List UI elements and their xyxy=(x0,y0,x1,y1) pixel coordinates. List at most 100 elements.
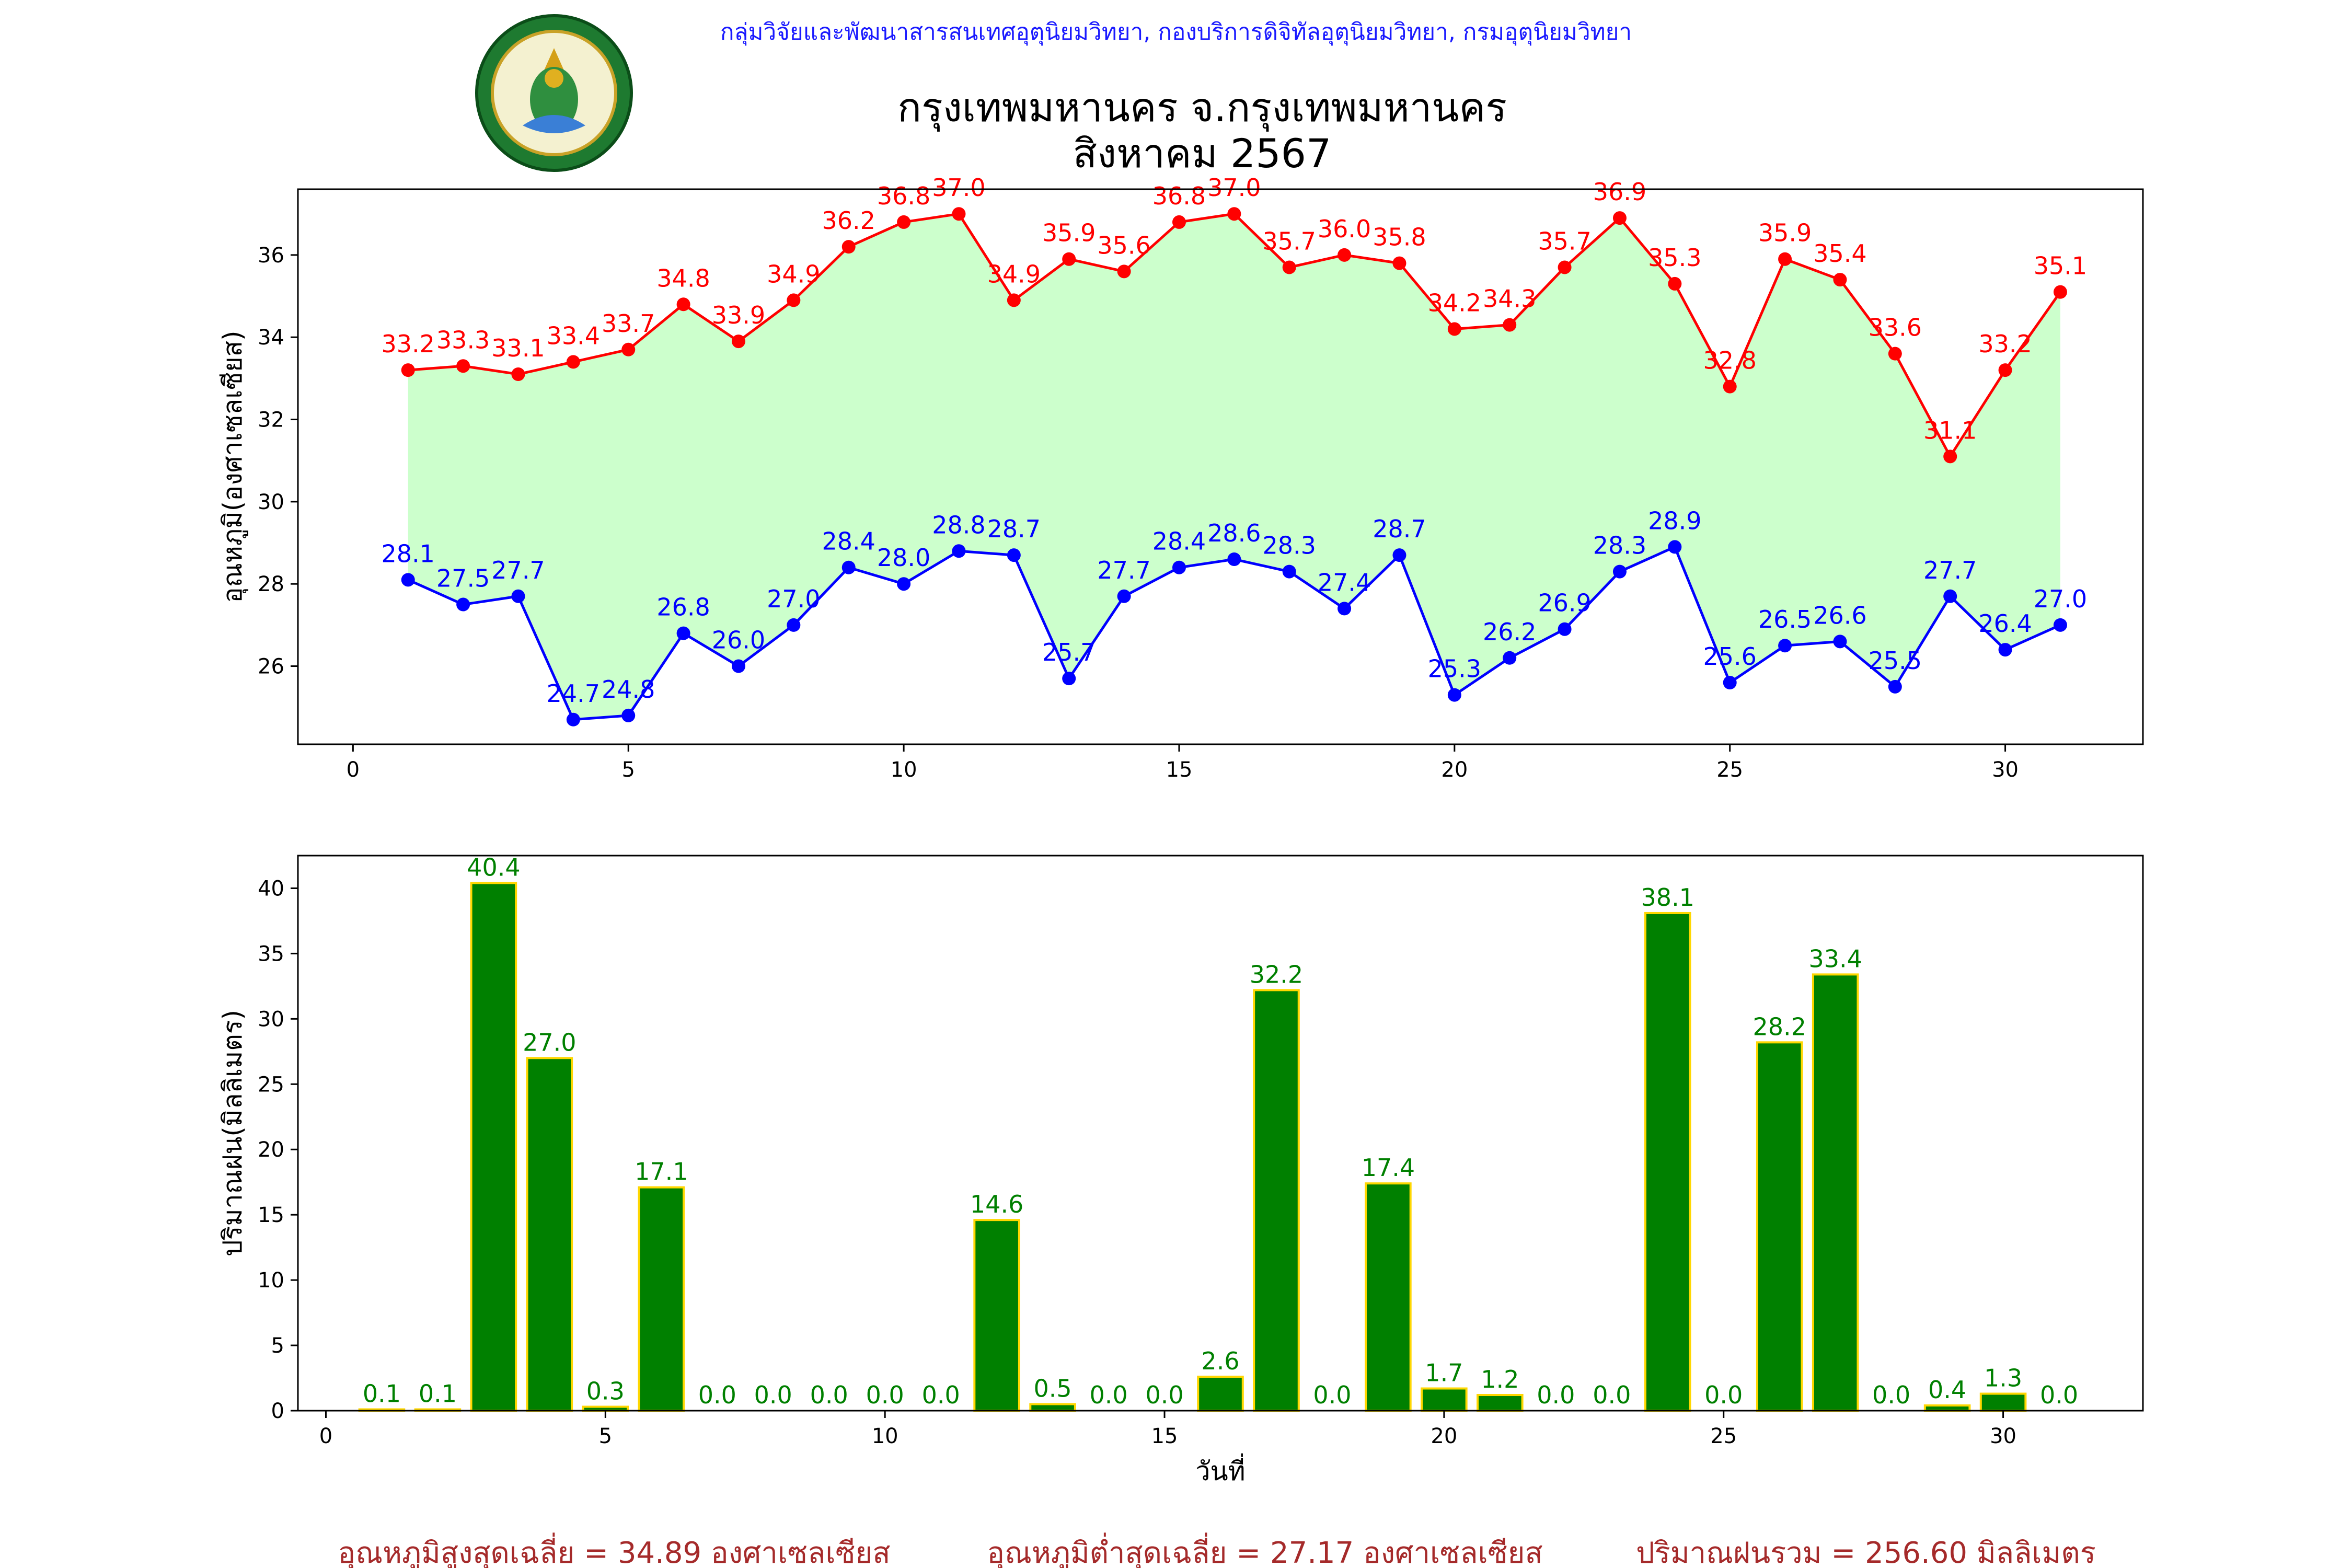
min-temp-label: 26.6 xyxy=(1813,601,1866,629)
rain-bar xyxy=(1421,1387,1468,1412)
min-temp-label: 26.2 xyxy=(1483,618,1536,646)
rain-label: 0.0 xyxy=(1593,1381,1631,1409)
rain-label: 0.0 xyxy=(1145,1381,1183,1409)
rain-label: 0.0 xyxy=(698,1381,736,1409)
max-temp-label: 34.2 xyxy=(1428,289,1481,317)
temperature-fill-area xyxy=(408,214,2060,720)
max-temp-label: 33.6 xyxy=(1869,314,1922,342)
max-temp-label: 35.1 xyxy=(2034,252,2087,280)
y-tick-label: 34 xyxy=(258,326,284,350)
x-tick-label: 10 xyxy=(891,758,917,782)
max-temp-point xyxy=(456,359,470,373)
rain-label: 1.7 xyxy=(1425,1359,1463,1387)
rain-bar xyxy=(1197,1376,1244,1412)
min-temp-label: 28.4 xyxy=(822,527,875,556)
min-temp-point xyxy=(511,589,525,603)
min-temp-point xyxy=(1117,589,1131,603)
max-temp-label: 35.3 xyxy=(1648,244,1701,272)
min-temp-point xyxy=(401,573,415,587)
max-temp-point xyxy=(1558,260,1572,274)
max-temp-label: 35.7 xyxy=(1538,227,1591,255)
x-tick-label: 20 xyxy=(1441,758,1468,782)
x-tick-label: 25 xyxy=(1716,758,1743,782)
rain-label: 0.0 xyxy=(1313,1381,1351,1409)
temperature-range-fill xyxy=(408,214,2060,720)
rainfall-y-axis-label: ปริมาณฝน(มิลลิเมตร) xyxy=(217,1010,248,1256)
rainfall-chart: 0.1 0.1 40.4 27.0 0.3 17.1 0.0 0.0 0.0 0.0 0.0 14.6… xyxy=(217,853,2144,1486)
max-temp-label: 31.1 xyxy=(1923,416,1977,444)
min-temp-point xyxy=(1282,564,1296,579)
min-temp-label: 24.8 xyxy=(602,675,655,704)
max-temp-label: 37.0 xyxy=(932,174,985,202)
min-temp-label: 27.7 xyxy=(1923,556,1977,584)
rain-bar xyxy=(1477,1394,1524,1412)
max-temp-point xyxy=(1338,248,1352,262)
max-temp-point xyxy=(1503,318,1517,332)
max-temp-point xyxy=(1062,252,1076,266)
y-tick-label: 10 xyxy=(258,1269,284,1293)
min-temp-label: 28.4 xyxy=(1152,527,1206,556)
max-temp-label: 33.4 xyxy=(547,321,600,350)
rainfall-plot-frame xyxy=(297,855,2144,1412)
max-temp-point xyxy=(1833,273,1847,287)
rain-bar xyxy=(1979,1392,2027,1412)
temperature-plot-frame xyxy=(297,188,2144,745)
rain-bar xyxy=(526,1057,573,1412)
rain-label: 0.1 xyxy=(363,1380,401,1408)
min-temp-label: 28.3 xyxy=(1263,532,1316,560)
min-temp-point xyxy=(1338,602,1352,616)
min-temp-label: 28.0 xyxy=(877,544,930,572)
min-temp-point xyxy=(566,712,580,727)
y-tick-label: 15 xyxy=(258,1203,284,1227)
max-temp-label: 33.3 xyxy=(436,326,490,354)
min-temp-label: 27.7 xyxy=(1097,556,1150,584)
max-temp-point xyxy=(566,355,580,369)
rain-bar xyxy=(638,1186,685,1412)
y-tick-label: 35 xyxy=(258,942,284,966)
rain-label: 33.4 xyxy=(1808,944,1862,973)
x-tick-label: 10 xyxy=(872,1424,898,1448)
rain-label: 0.0 xyxy=(1704,1381,1743,1409)
x-tick-label: 25 xyxy=(1710,1424,1737,1448)
min-temp-point xyxy=(731,659,745,673)
min-temp-label: 28.1 xyxy=(382,539,435,568)
max-temp-label: 34.8 xyxy=(656,264,710,292)
rain-bar xyxy=(1029,1403,1076,1412)
max-temp-label: 36.2 xyxy=(822,206,875,235)
max-temp-point xyxy=(897,215,911,229)
x-tick-label: 20 xyxy=(1431,1424,1457,1448)
max-temp-label: 35.7 xyxy=(1263,227,1316,255)
min-temp-label: 27.0 xyxy=(2034,585,2087,613)
max-temp-point xyxy=(1668,276,1682,291)
min-temp-point xyxy=(1612,564,1627,579)
min-temp-point xyxy=(1172,560,1186,574)
min-temp-label: 26.0 xyxy=(712,626,765,654)
max-temp-label: 34.9 xyxy=(767,260,820,288)
max-temp-label: 35.4 xyxy=(1813,239,1866,268)
rain-label: 28.2 xyxy=(1753,1012,1806,1041)
max-temp-label: 36.8 xyxy=(1152,182,1206,210)
header-credit: กลุ่มวิจัยและพัฒนาสารสนเทศอุตุนิยมวิทยา,… xyxy=(720,19,1632,46)
max-temp-point xyxy=(621,342,636,356)
rainfall-x-axis-label: วันที่ xyxy=(1195,1454,1245,1486)
max-temp-point xyxy=(1943,449,1957,464)
max-temp-point xyxy=(676,297,690,312)
min-temp-label: 25.5 xyxy=(1869,647,1922,675)
y-tick-label: 32 xyxy=(258,408,284,432)
x-tick-label: 0 xyxy=(347,758,360,782)
x-tick-label: 30 xyxy=(1992,758,2019,782)
min-temp-point xyxy=(841,560,856,574)
min-temp-point xyxy=(1998,643,2012,657)
max-temp-label: 33.7 xyxy=(602,309,655,338)
min-temp-label: 27.7 xyxy=(491,556,545,584)
min-temp-point xyxy=(787,618,801,632)
min-temp-point xyxy=(1888,679,1902,694)
rain-label: 0.4 xyxy=(1928,1376,1966,1404)
x-tick-label: 5 xyxy=(622,758,635,782)
rain-bar xyxy=(470,882,517,1412)
min-temp-point xyxy=(456,597,470,612)
max-temp-point xyxy=(1778,252,1792,266)
rain-label: 0.0 xyxy=(2040,1381,2078,1409)
min-temp-label: 28.7 xyxy=(1373,515,1426,543)
min-temp-label: 28.3 xyxy=(1593,532,1646,560)
